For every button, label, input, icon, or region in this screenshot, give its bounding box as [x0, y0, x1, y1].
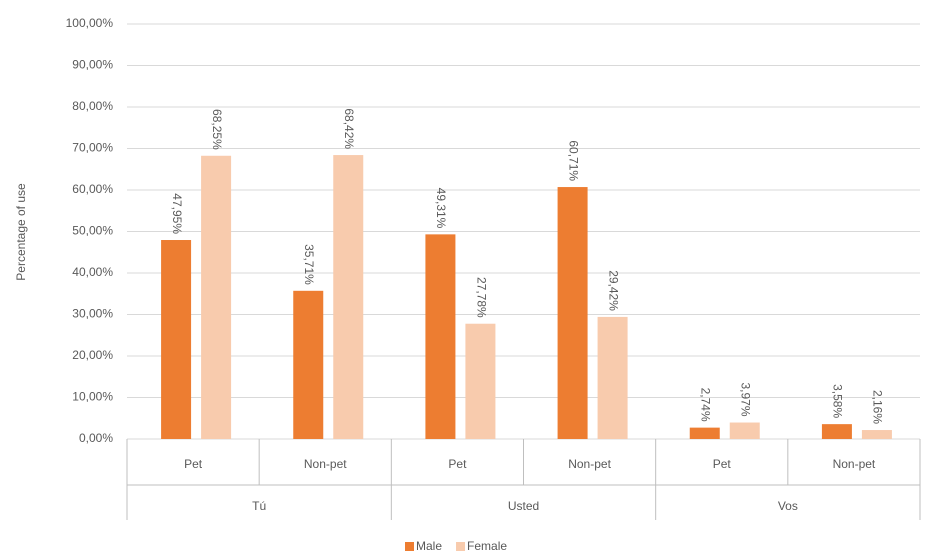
bar [821, 424, 852, 439]
y-tick-label: 70,00% [72, 141, 113, 155]
bar [597, 316, 628, 439]
data-label: 2,16% [871, 390, 885, 424]
legend-swatch [405, 542, 414, 551]
bar [293, 290, 324, 439]
x-tick-label: Non-pet [304, 457, 347, 471]
bar [729, 422, 760, 439]
data-label: 60,71% [566, 140, 580, 181]
bar [425, 234, 456, 439]
group-label: Tú [252, 499, 266, 513]
y-tick-label: 100,00% [66, 16, 114, 30]
group-label: Usted [508, 499, 539, 513]
data-label: 2,74% [699, 388, 713, 422]
data-label: 47,95% [170, 193, 184, 234]
x-tick-label: Pet [713, 457, 732, 471]
y-tick-label: 60,00% [72, 182, 113, 196]
x-tick-label: Pet [448, 457, 467, 471]
x-tick-label: Pet [184, 457, 203, 471]
data-label: 68,42% [342, 108, 356, 149]
data-label: 29,42% [606, 270, 620, 311]
data-label: 35,71% [302, 244, 316, 285]
bar [161, 240, 192, 439]
x-tick-label: Non-pet [833, 457, 876, 471]
data-label: 3,97% [739, 382, 753, 416]
x-tick-label: Non-pet [568, 457, 611, 471]
y-tick-label: 0,00% [79, 431, 113, 445]
bar [861, 430, 892, 439]
bar [201, 155, 232, 439]
group-label: Vos [778, 499, 798, 513]
y-tick-label: 90,00% [72, 58, 113, 72]
y-tick-label: 30,00% [72, 307, 113, 321]
bar [557, 187, 588, 439]
y-tick-label: 50,00% [72, 224, 113, 238]
bar [689, 427, 720, 439]
y-tick-label: 10,00% [72, 390, 113, 404]
y-tick-label: 80,00% [72, 99, 113, 113]
data-label: 3,58% [831, 384, 845, 418]
bar [333, 155, 364, 439]
data-label: 27,78% [474, 277, 488, 318]
y-tick-label: 40,00% [72, 265, 113, 279]
legend-swatch [456, 542, 466, 551]
data-label: 49,31% [434, 188, 448, 229]
legend-label: Female [467, 539, 507, 553]
y-tick-label: 20,00% [72, 348, 113, 362]
legend-label: Male [416, 539, 442, 553]
y-axis-label: Percentage of use [14, 183, 28, 281]
data-label: 68,25% [210, 109, 224, 150]
bar [465, 323, 496, 439]
